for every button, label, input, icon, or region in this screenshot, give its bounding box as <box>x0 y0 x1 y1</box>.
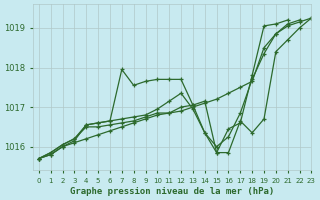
X-axis label: Graphe pression niveau de la mer (hPa): Graphe pression niveau de la mer (hPa) <box>70 187 274 196</box>
